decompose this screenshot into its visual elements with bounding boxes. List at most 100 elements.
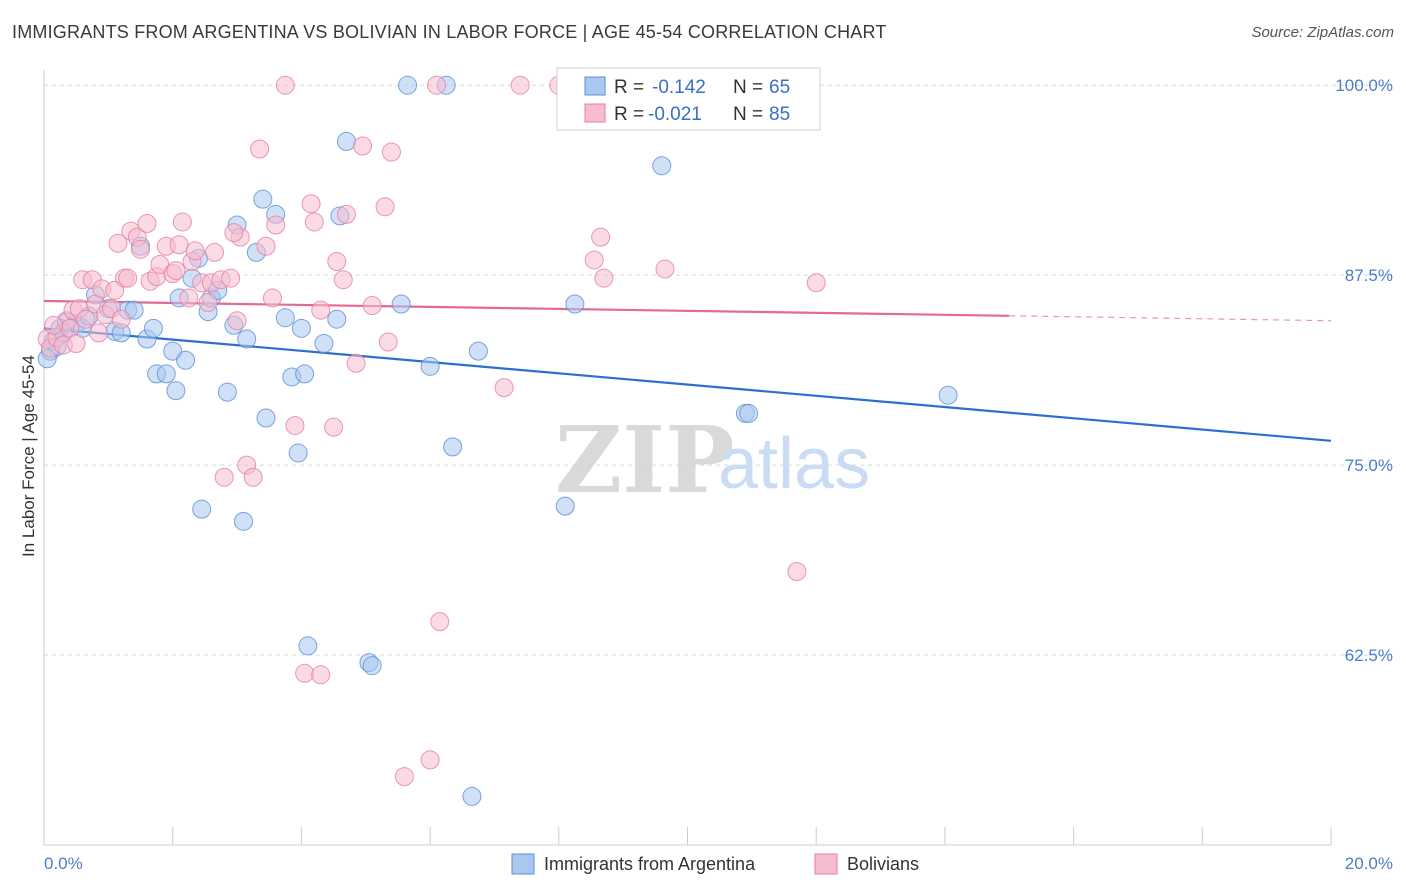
point-argentina: [398, 75, 418, 95]
point-argentina: [336, 131, 356, 151]
point-argentina: [420, 356, 440, 376]
point-argentina: [362, 656, 382, 676]
y-axis-label: In Labor Force | Age 45-54: [19, 355, 38, 557]
point-bolivians: [256, 236, 276, 256]
legend-label-bolivians: Bolivians: [847, 854, 919, 874]
point-bolivians: [584, 250, 604, 270]
point-bolivians: [221, 268, 241, 288]
axes: 100.0% 87.5% 75.0% 62.5% 0.0% 20.0%: [43, 70, 1393, 873]
point-bolivians: [420, 750, 440, 770]
point-argentina: [468, 341, 488, 361]
point-bolivians: [787, 561, 807, 581]
point-bolivians: [172, 212, 192, 232]
point-bolivians: [111, 309, 131, 329]
point-bolivians: [198, 293, 218, 312]
watermark-zip: ZIP: [555, 406, 734, 514]
chart-title: IMMIGRANTS FROM ARGENTINA VS BOLIVIAN IN…: [12, 22, 887, 42]
stats-n-label-2: N =: [733, 104, 763, 125]
x-tick-label: 20.0%: [1345, 854, 1393, 873]
point-bolivians: [311, 300, 331, 320]
point-bolivians: [275, 75, 295, 95]
point-bolivians: [494, 378, 514, 398]
point-argentina: [156, 364, 176, 384]
point-bolivians: [131, 239, 151, 259]
trend-line-argentina: [43, 327, 1332, 442]
point-bolivians: [333, 270, 353, 290]
point-bolivians: [250, 139, 270, 159]
y-tick-label: 62.5%: [1345, 646, 1393, 665]
point-bolivians: [301, 194, 321, 214]
point-bolivians: [394, 767, 414, 787]
point-bolivians: [591, 227, 611, 247]
point-argentina: [291, 318, 311, 338]
point-argentina: [233, 511, 253, 531]
point-argentina: [314, 334, 334, 354]
y-tick-label: 75.0%: [1345, 456, 1393, 475]
point-bolivians: [137, 213, 157, 233]
watermark-atlas: atlas: [718, 424, 870, 504]
point-argentina: [462, 786, 482, 806]
point-bolivians: [594, 268, 614, 288]
point-bolivians: [295, 663, 315, 683]
point-bolivians: [76, 309, 96, 329]
point-argentina: [295, 364, 315, 384]
point-bolivians: [266, 215, 286, 235]
stats-r-label-2: R =: [614, 104, 644, 125]
point-argentina: [739, 403, 759, 423]
point-argentina: [391, 294, 411, 314]
point-bolivians: [375, 197, 395, 217]
point-argentina: [217, 382, 237, 402]
point-bolivians: [327, 251, 347, 271]
stats-n-label-1: N =: [733, 77, 763, 98]
point-bolivians: [66, 334, 86, 354]
point-bolivians: [806, 273, 826, 293]
point-bolivians: [214, 467, 234, 487]
point-argentina: [555, 496, 575, 516]
point-argentina: [176, 350, 196, 370]
legend-swatch-argentina: [511, 853, 535, 875]
gridlines: [44, 84, 1391, 656]
point-argentina: [565, 294, 585, 314]
stats-r-value-2: -0.021: [648, 104, 702, 125]
point-bolivians: [44, 315, 64, 335]
point-bolivians: [262, 288, 282, 308]
y-tick-label: 100.0%: [1335, 76, 1393, 95]
point-bolivians: [89, 323, 109, 343]
stats-swatch-argentina: [584, 76, 606, 96]
series-legend: Immigrants from Argentina Bolivians: [511, 853, 919, 875]
stats-n-value-1: 65: [769, 77, 790, 98]
x-tick-label: 0.0%: [44, 854, 83, 873]
point-bolivians: [169, 235, 189, 255]
point-bolivians: [166, 261, 186, 281]
point-bolivians: [118, 268, 138, 288]
point-bolivians: [362, 296, 382, 316]
point-bolivians: [179, 288, 199, 308]
point-bolivians: [381, 142, 401, 162]
point-bolivians: [243, 467, 263, 487]
point-argentina: [327, 309, 347, 329]
point-argentina: [163, 341, 183, 361]
point-bolivians: [346, 353, 366, 373]
source-note: Source: ZipAtlas.com: [1251, 24, 1394, 41]
point-argentina: [443, 437, 463, 457]
trend-line-extension-bolivians: [1009, 315, 1332, 322]
y-tick-label: 87.5%: [1345, 266, 1393, 285]
stats-n-value-2: 85: [769, 104, 790, 125]
point-argentina: [166, 381, 186, 401]
point-bolivians: [108, 233, 128, 253]
stats-r-label-1: R =: [614, 77, 644, 98]
legend-swatch-bolivians: [814, 853, 838, 875]
point-argentina: [275, 308, 295, 328]
point-argentina: [237, 329, 257, 349]
stats-swatch-bolivians: [584, 103, 606, 123]
point-argentina: [298, 636, 318, 656]
point-argentina: [143, 318, 163, 338]
legend-label-argentina: Immigrants from Argentina: [544, 854, 756, 874]
point-bolivians: [311, 665, 331, 685]
point-bolivians: [353, 136, 373, 156]
point-bolivians: [205, 242, 225, 262]
point-argentina: [253, 189, 273, 209]
point-bolivians: [227, 311, 247, 331]
point-bolivians: [224, 223, 244, 243]
